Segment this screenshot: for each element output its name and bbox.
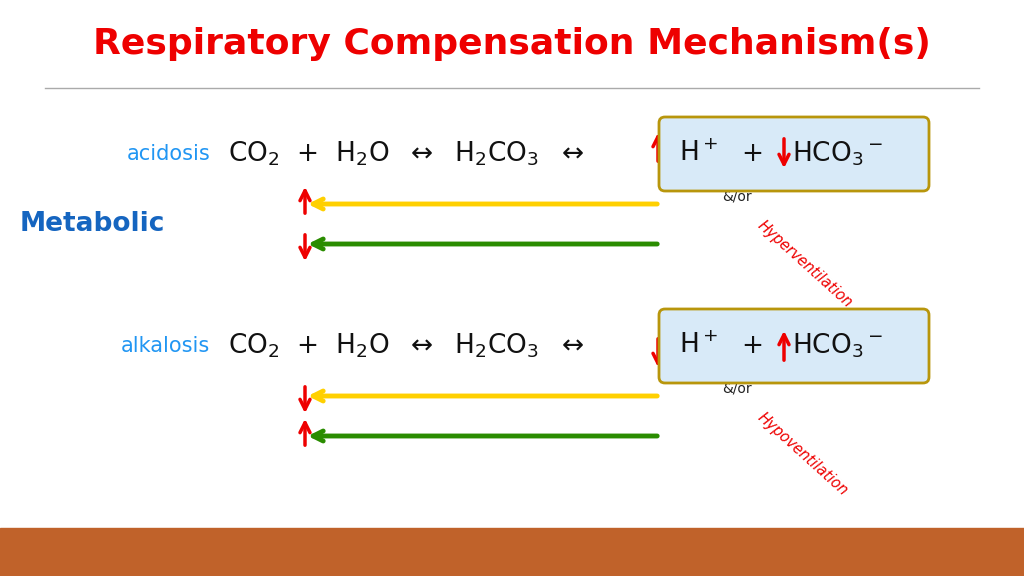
Text: Respiratory Compensation Mechanism(s): Respiratory Compensation Mechanism(s) (93, 27, 931, 61)
Text: +: + (741, 141, 763, 167)
Text: Metabolic: Metabolic (20, 211, 165, 237)
Text: &/or: &/or (722, 190, 752, 204)
Text: HCO$_3$$^-$: HCO$_3$$^-$ (792, 140, 884, 168)
Text: &/or: &/or (722, 382, 752, 396)
Text: CO$_2$  +  H$_2$O  $\leftrightarrow$  H$_2$CO$_3$  $\leftrightarrow$: CO$_2$ + H$_2$O $\leftrightarrow$ H$_2$C… (228, 332, 584, 360)
Text: CO$_2$  +  H$_2$O  $\leftrightarrow$  H$_2$CO$_3$  $\leftrightarrow$: CO$_2$ + H$_2$O $\leftrightarrow$ H$_2$C… (228, 140, 584, 168)
Text: HCO$_3$$^-$: HCO$_3$$^-$ (792, 332, 884, 360)
Text: H$^+$: H$^+$ (679, 333, 718, 359)
Text: alkalosis: alkalosis (121, 336, 210, 356)
Text: acidosis: acidosis (126, 144, 210, 164)
FancyBboxPatch shape (659, 309, 929, 383)
FancyBboxPatch shape (659, 117, 929, 191)
Text: Hyperventilation: Hyperventilation (755, 218, 856, 310)
Text: H$^+$: H$^+$ (679, 141, 718, 167)
Text: +: + (741, 333, 763, 359)
Text: Hypoventilation: Hypoventilation (755, 410, 851, 499)
Bar (0, 528, 1024, 576)
